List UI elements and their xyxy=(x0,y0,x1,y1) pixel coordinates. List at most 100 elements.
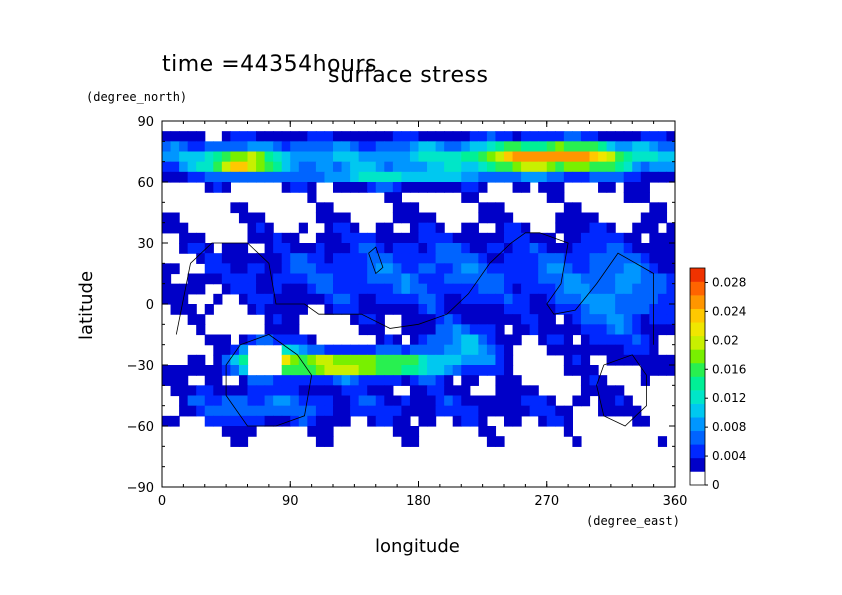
field-cell xyxy=(563,131,573,142)
field-cell xyxy=(606,385,616,397)
field-cell xyxy=(281,314,291,325)
field-cell xyxy=(247,293,257,305)
field-cell xyxy=(469,171,479,183)
field-cell xyxy=(521,283,531,295)
field-cell xyxy=(256,253,266,264)
field-cell xyxy=(290,304,300,315)
field-cell xyxy=(632,141,642,153)
field-cell xyxy=(162,365,172,376)
field-cell xyxy=(649,232,659,244)
field-cell xyxy=(409,314,420,325)
field-cell xyxy=(469,141,479,153)
field-cell xyxy=(367,161,377,173)
field-cell xyxy=(221,354,231,366)
field-cell xyxy=(341,354,351,366)
field-cell xyxy=(444,385,454,397)
field-cell xyxy=(324,283,334,295)
field-cell xyxy=(504,222,514,234)
field-cell xyxy=(290,141,300,153)
field-cell xyxy=(563,273,573,285)
field-cell xyxy=(512,314,522,325)
field-cell xyxy=(495,324,505,336)
field-cell xyxy=(580,293,591,305)
field-cell xyxy=(187,273,197,285)
field-cell xyxy=(324,151,334,163)
field-cell xyxy=(350,365,360,376)
field-cell xyxy=(555,304,565,315)
field-cell xyxy=(298,405,308,417)
field-cell xyxy=(230,405,240,417)
field-cell xyxy=(563,141,573,153)
field-cell xyxy=(649,354,659,366)
field-cell xyxy=(521,161,531,173)
field-cell xyxy=(512,131,522,142)
field-cell xyxy=(504,243,514,254)
field-cell xyxy=(649,222,659,234)
field-cell xyxy=(666,232,675,244)
field-cell xyxy=(375,324,385,336)
field-cell xyxy=(392,161,402,173)
field-cell xyxy=(401,405,411,417)
field-cell xyxy=(375,405,385,417)
field-cell xyxy=(478,232,488,244)
field-cell xyxy=(384,243,394,254)
field-cell xyxy=(580,141,591,153)
field-cell xyxy=(247,415,257,427)
field-cell xyxy=(170,263,180,275)
field-cell xyxy=(580,253,591,264)
x-tick-label: 360 xyxy=(663,494,688,509)
field-cell xyxy=(615,141,625,153)
colorbar-tick-label: 0.016 xyxy=(712,362,746,376)
field-cell xyxy=(452,334,462,346)
field-cell xyxy=(358,263,368,275)
field-cell xyxy=(256,304,266,315)
field-cell xyxy=(324,273,334,285)
field-cell xyxy=(187,314,197,325)
field-cell xyxy=(504,151,514,163)
field-cell xyxy=(640,365,650,376)
field-cell xyxy=(521,131,531,142)
field-cell xyxy=(324,395,334,407)
field-cell xyxy=(435,293,445,305)
field-cell xyxy=(324,365,334,376)
field-cell xyxy=(555,141,565,153)
field-cell xyxy=(238,171,249,183)
field-cell xyxy=(256,131,266,142)
field-cell xyxy=(315,171,326,183)
field-cell xyxy=(298,273,308,285)
field-cell xyxy=(606,182,616,193)
field-cell xyxy=(307,131,317,142)
field-cell xyxy=(196,365,206,376)
field-cell xyxy=(409,263,420,275)
field-cell xyxy=(162,273,172,285)
field-cell xyxy=(478,253,488,264)
y-tick-label: −30 xyxy=(127,359,154,374)
field-cell xyxy=(367,243,377,254)
field-cell xyxy=(162,222,172,234)
field-cell xyxy=(401,212,411,224)
field-cell xyxy=(486,365,497,376)
field-cell xyxy=(469,222,479,234)
field-cell xyxy=(281,141,291,153)
field-cell xyxy=(298,344,308,356)
field-cell xyxy=(461,354,471,366)
field-cell xyxy=(179,385,189,397)
field-cell xyxy=(486,171,497,183)
field-cell xyxy=(427,161,437,173)
field-cell xyxy=(384,263,394,275)
field-cell xyxy=(623,405,633,417)
field-cell xyxy=(221,263,231,275)
field-cell xyxy=(409,436,420,447)
field-cell xyxy=(555,243,565,254)
field-cell xyxy=(435,182,445,193)
field-cell xyxy=(521,253,531,264)
field-cell xyxy=(179,395,189,407)
field-cell xyxy=(461,314,471,325)
field-cell xyxy=(649,202,659,214)
field-cell xyxy=(623,232,633,244)
field-cell xyxy=(563,171,573,183)
field-cell xyxy=(350,283,360,295)
field-cell xyxy=(461,232,471,244)
field-cell xyxy=(598,171,608,183)
